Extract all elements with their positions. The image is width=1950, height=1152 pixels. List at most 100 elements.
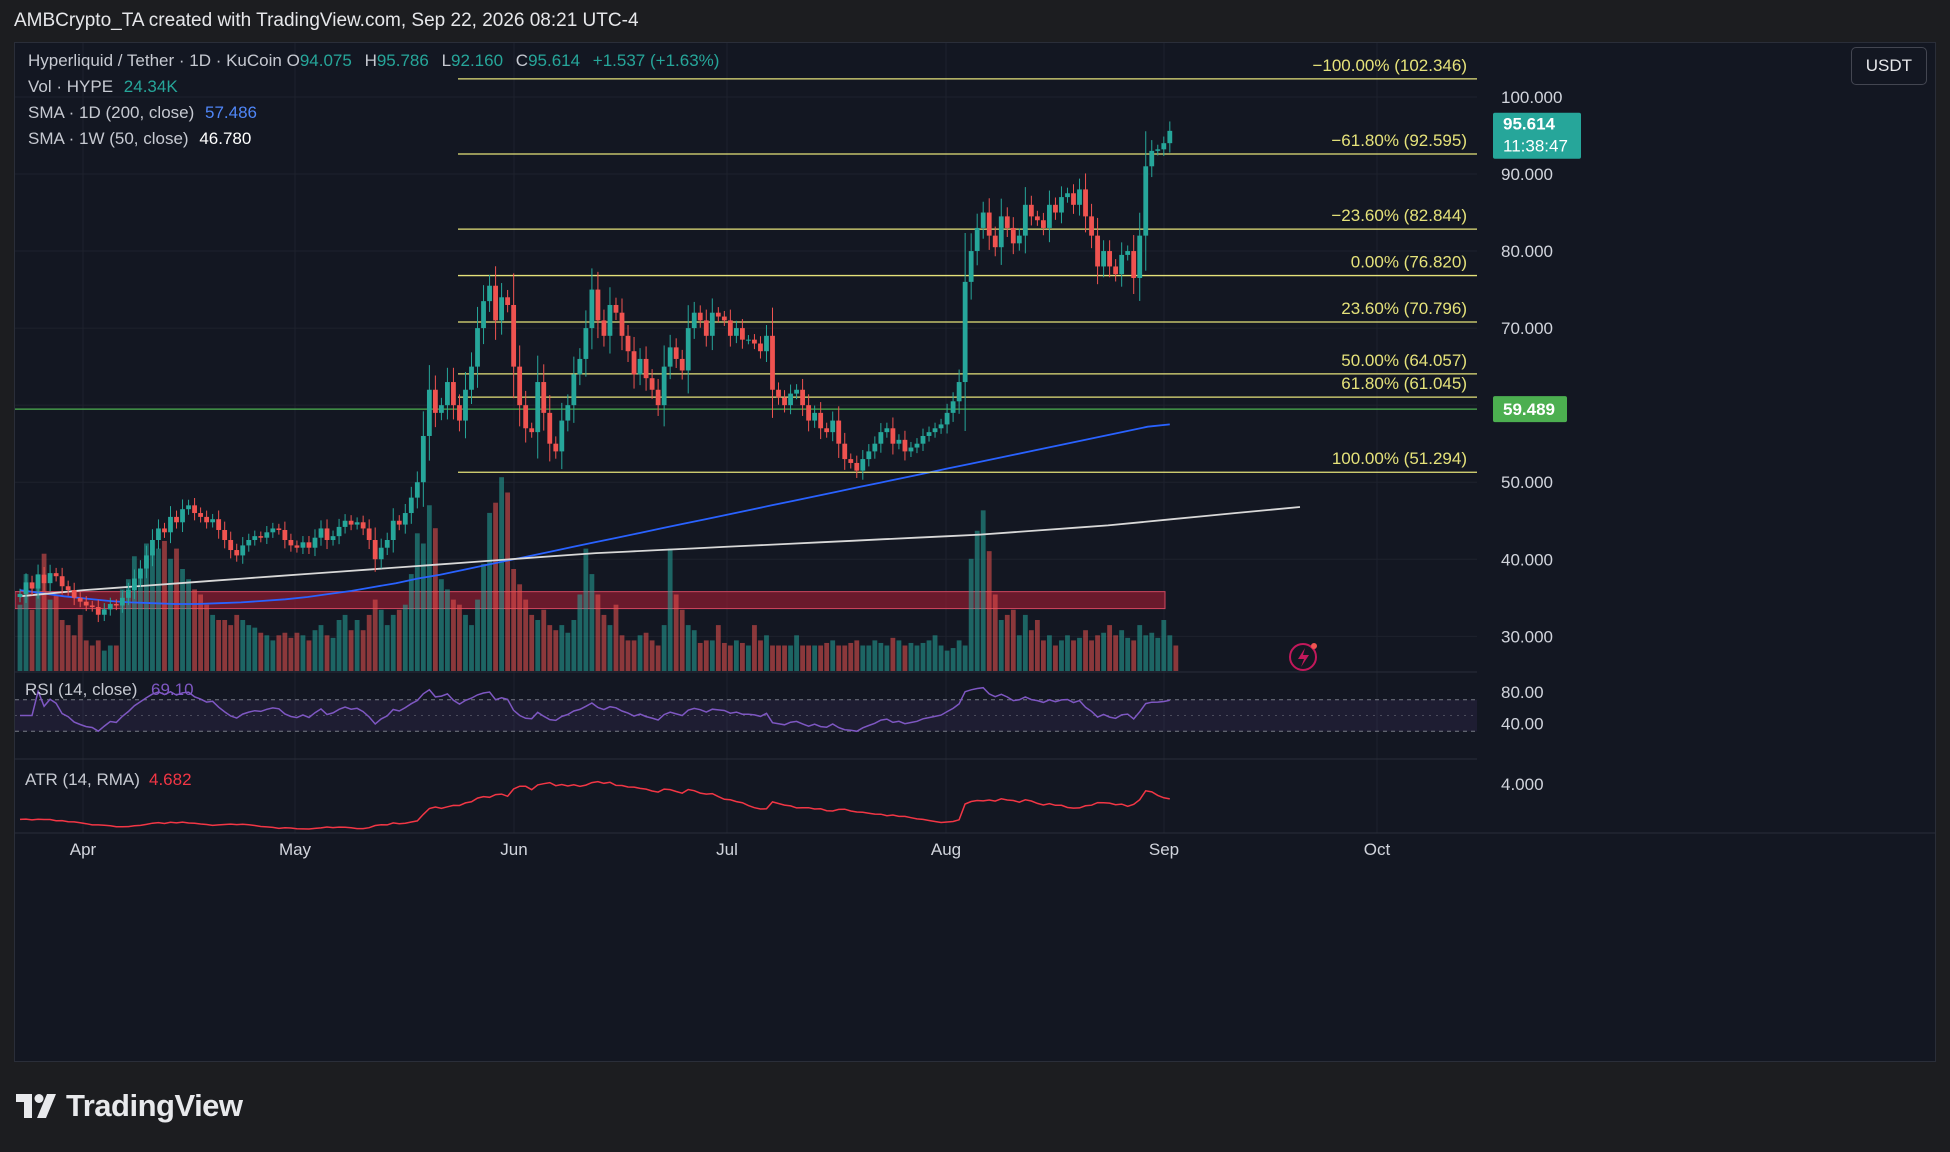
time-axis-label: Jul [716,840,738,859]
fib-label: −23.60% (82.844) [1331,206,1467,225]
candle-body [547,412,553,444]
volume-bar [457,604,462,671]
volume-bar [408,574,414,671]
volume-bar [1028,630,1034,671]
candle-body [426,389,432,436]
volume-bar [210,614,216,671]
candle-body [432,389,438,413]
fibonacci-levels: −123.60% (108.370)−100.00% (102.346)−61.… [458,56,1477,473]
candle-body [487,285,492,302]
fib-label: −100.00% (102.346) [1312,56,1467,75]
volume-bar [577,594,583,671]
price-axis-label: 50.000 [1501,473,1553,492]
volume-bar [487,512,492,671]
candle-body [938,424,944,429]
candle-body [962,281,968,383]
volume-bar [637,635,643,671]
candle-body [992,235,998,248]
candle-body [83,601,89,606]
candle-body [974,227,980,252]
candle-body [336,526,342,537]
candle-body [1083,189,1088,217]
time-axis-label: Aug [931,840,961,859]
candle-body [932,428,938,433]
candle-body [150,540,155,556]
candle-body [595,289,601,321]
candle-body [439,405,444,413]
candle-body [162,528,167,533]
candle-body [613,304,619,313]
volume-bar [270,640,276,671]
volume-bar [451,599,456,671]
candle-body [1155,149,1161,151]
volume-bar [77,614,83,671]
tradingview-wordmark: TradingView [66,1088,243,1123]
volume-bar [505,492,511,671]
time-axis-label: Oct [1364,840,1391,859]
volume-bar [938,645,944,671]
candle-body [390,520,396,541]
ohlc-low-key: L [441,51,452,70]
candle-body [860,459,866,471]
volume-bar [306,640,312,671]
candle-body [312,537,318,548]
candle-body [294,545,300,548]
volume-bar [1004,614,1010,671]
candle-body [59,576,65,587]
candle-body [1010,227,1016,244]
candle-body [812,412,818,421]
candle-body [1004,216,1010,228]
candle-body [1113,266,1119,275]
volume-bar [1010,609,1016,671]
candle-body [998,216,1004,248]
volume-bar [71,635,77,671]
candle-body [715,312,721,317]
candle-body [782,397,787,406]
candle-body [752,339,757,344]
candle-body [499,297,504,321]
candle-body [408,497,414,514]
volume-bar [866,645,872,671]
volume-bar [956,640,962,671]
volume-bar [800,645,805,671]
candle-body [1149,150,1155,167]
candle-body [366,528,372,541]
candle-body [53,573,59,577]
volume-bar [396,609,402,671]
candle-body [968,251,974,282]
candle-body [174,516,179,523]
candle-body [107,603,113,610]
candle-body [920,435,926,444]
candle-body [902,439,908,452]
volume-bar [180,569,185,671]
candle-body [637,358,643,375]
volume-bar [535,620,541,671]
candle-body [703,320,709,336]
volume-bar [1077,637,1082,671]
volume-bar [836,645,842,671]
volume-bar [113,645,119,671]
volume-bar [667,548,673,671]
volume-bar [1089,640,1094,671]
volume-bar [23,574,29,671]
ohlc-change: +1.537 (+1.63%) [592,51,720,70]
volume-bar [222,620,228,671]
volume-bar [571,620,577,671]
chart-canvas[interactable]: −123.60% (108.370)−100.00% (102.346)−61.… [15,43,1935,1061]
last-price-value: 95.614 [1503,115,1556,134]
volume-bar [523,599,529,671]
candle-body [113,603,119,606]
volume-bar [962,645,968,671]
currency-button[interactable]: USDT [1850,47,1927,85]
volume-bar [294,632,300,671]
volume-bar [1173,645,1179,671]
volume-bar [926,640,932,671]
candle-body [47,573,53,584]
volume-bar [1125,637,1131,671]
volume-bar [469,625,474,671]
volume-bar [932,635,938,671]
price-axis-label: 70.000 [1501,319,1553,338]
volume-bar [1101,632,1106,671]
volume-bar [1095,635,1100,671]
volume-bar [192,589,197,671]
